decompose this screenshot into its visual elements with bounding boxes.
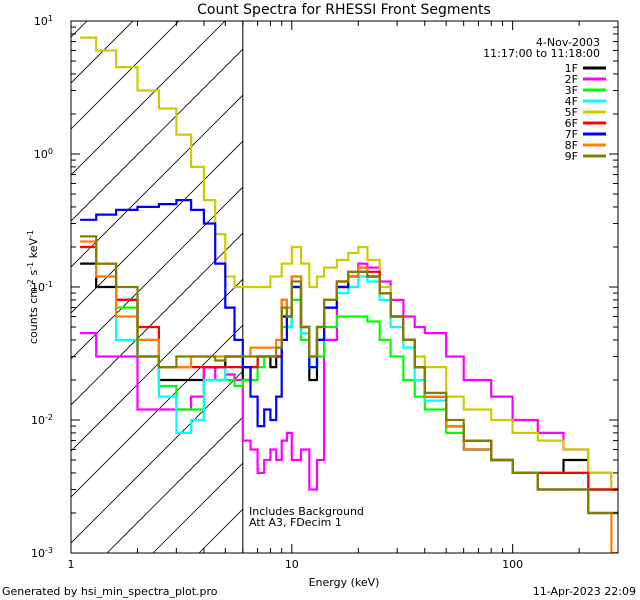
y-tick-label: 10-1 [31, 280, 53, 295]
series-2F [80, 262, 618, 491]
series-7F [80, 199, 618, 515]
attenuator-annotation: Att A3, FDecim 1 [249, 516, 342, 529]
hatch-line [106, 416, 243, 553]
x-tick-label: 1 [68, 558, 75, 571]
legend-label-4F: 4F [565, 95, 578, 108]
y-tick-label: 10-2 [31, 413, 53, 428]
hatch-line [71, 278, 243, 452]
hatch-line [245, 0, 640, 553]
footer-timestamp: 11-Apr-2023 22:09 [533, 585, 636, 598]
hatched-region [0, 0, 640, 553]
background-annotation: Includes Background [249, 505, 364, 518]
y-axis-label: counts cm-2 s-1 keV-1 [26, 230, 41, 344]
series-9F [80, 235, 618, 515]
hatch-line [429, 0, 640, 553]
time-range-label: 11:17:00 to 11:18:00 [483, 47, 600, 60]
hatch-line [613, 0, 640, 553]
date-label: 4-Nov-2003 [536, 36, 600, 49]
series-group [80, 36, 618, 553]
series-1F [80, 262, 618, 491]
footer-generator: Generated by hsi_min_spectra_plot.pro [2, 585, 218, 598]
chart-title: Count Spectra for RHESSI Front Segments [197, 2, 491, 18]
x-axis-label: Energy (keV) [309, 576, 380, 589]
axis-ticks [70, 20, 619, 554]
y-tick-label: 101 [34, 14, 53, 29]
y-tick-label: 100 [34, 147, 53, 162]
legend-label-6F: 6F [565, 117, 578, 130]
hatch-line [71, 140, 243, 314]
hatch-line [71, 21, 180, 130]
legend-label-9F: 9F [565, 150, 578, 163]
y-tick-label: 10-3 [31, 546, 53, 561]
x-tick-label: 10 [285, 558, 299, 571]
hatch-line [71, 370, 243, 544]
hatch-line [71, 232, 243, 406]
hatch-line [337, 0, 640, 553]
legend-label-2F: 2F [565, 73, 578, 86]
hatch-line [71, 21, 88, 38]
legend-label-8F: 8F [565, 139, 578, 152]
hatch-line [71, 21, 226, 176]
hatch-line [475, 0, 640, 553]
hatch-line [521, 0, 640, 553]
legend-label-1F: 1F [565, 62, 578, 75]
legend-label-5F: 5F [565, 106, 578, 119]
hatch-line [71, 186, 243, 360]
series-5F [80, 36, 618, 491]
hatch-line [71, 21, 134, 84]
hatch-line [71, 48, 243, 222]
hatch-line [71, 94, 243, 268]
hatch-line [0, 0, 109, 553]
hatch-line [71, 324, 243, 498]
axis-tick-labels: 1 10 100 10-3 10-2 10-1 100 101 [31, 14, 523, 572]
x-tick-label: 100 [502, 558, 523, 571]
hatch-line [0, 0, 17, 553]
legend-label-7F: 7F [565, 128, 578, 141]
legend-label-3F: 3F [565, 84, 578, 97]
